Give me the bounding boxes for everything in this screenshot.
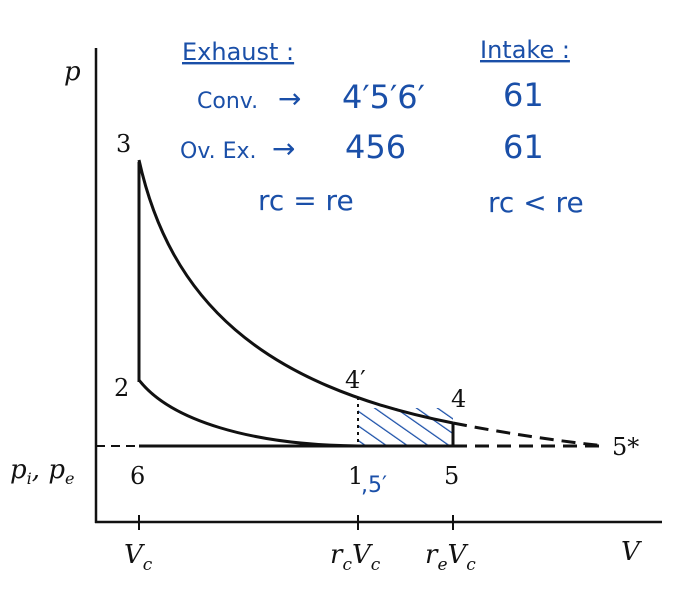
x-axis-label: V: [621, 537, 642, 567]
cond-exhaust: rc = re: [258, 184, 354, 217]
point-label-5star: 5*: [612, 433, 639, 461]
exhaust-header: Exhaust :: [182, 38, 294, 66]
hatched-overexpansion-area: [358, 408, 453, 446]
pressure-level-label: pi, pe: [10, 455, 74, 488]
compression-curve-1-2: [137, 379, 359, 448]
tick-label-vc: Vc: [124, 540, 153, 575]
conv-label: Conv.: [197, 89, 258, 114]
point-label-4: 4: [451, 385, 466, 413]
point-label-1: 1: [348, 462, 363, 490]
ovex-exhaust-points: 456: [345, 128, 406, 166]
point-label-6: 6: [130, 462, 145, 490]
point-label-4prime: 4′: [345, 366, 366, 394]
conv-exhaust-points: 4′5′6′: [342, 78, 425, 116]
expansion-extension-dash: [452, 421, 606, 448]
conv-arrow: →: [278, 82, 301, 115]
point-label-2: 2: [114, 374, 129, 402]
point-annotation-5prime: ,5′: [361, 473, 387, 498]
tick-label-rcvc: rcVc: [330, 540, 381, 575]
tick-label-revc: reVc: [425, 540, 476, 575]
point-label-5: 5: [444, 462, 459, 490]
conv-intake-points: 61: [503, 76, 544, 114]
intake-header: Intake :: [480, 36, 570, 64]
ovex-intake-points: 61: [503, 128, 544, 166]
cond-intake: rc < re: [488, 186, 584, 219]
point-label-3: 3: [116, 130, 131, 158]
expansion-curve-3-4: [137, 159, 454, 425]
ovex-arrow: →: [272, 132, 295, 165]
ovex-label: Ov. Ex.: [180, 139, 257, 164]
y-axis-label: p: [64, 57, 81, 87]
